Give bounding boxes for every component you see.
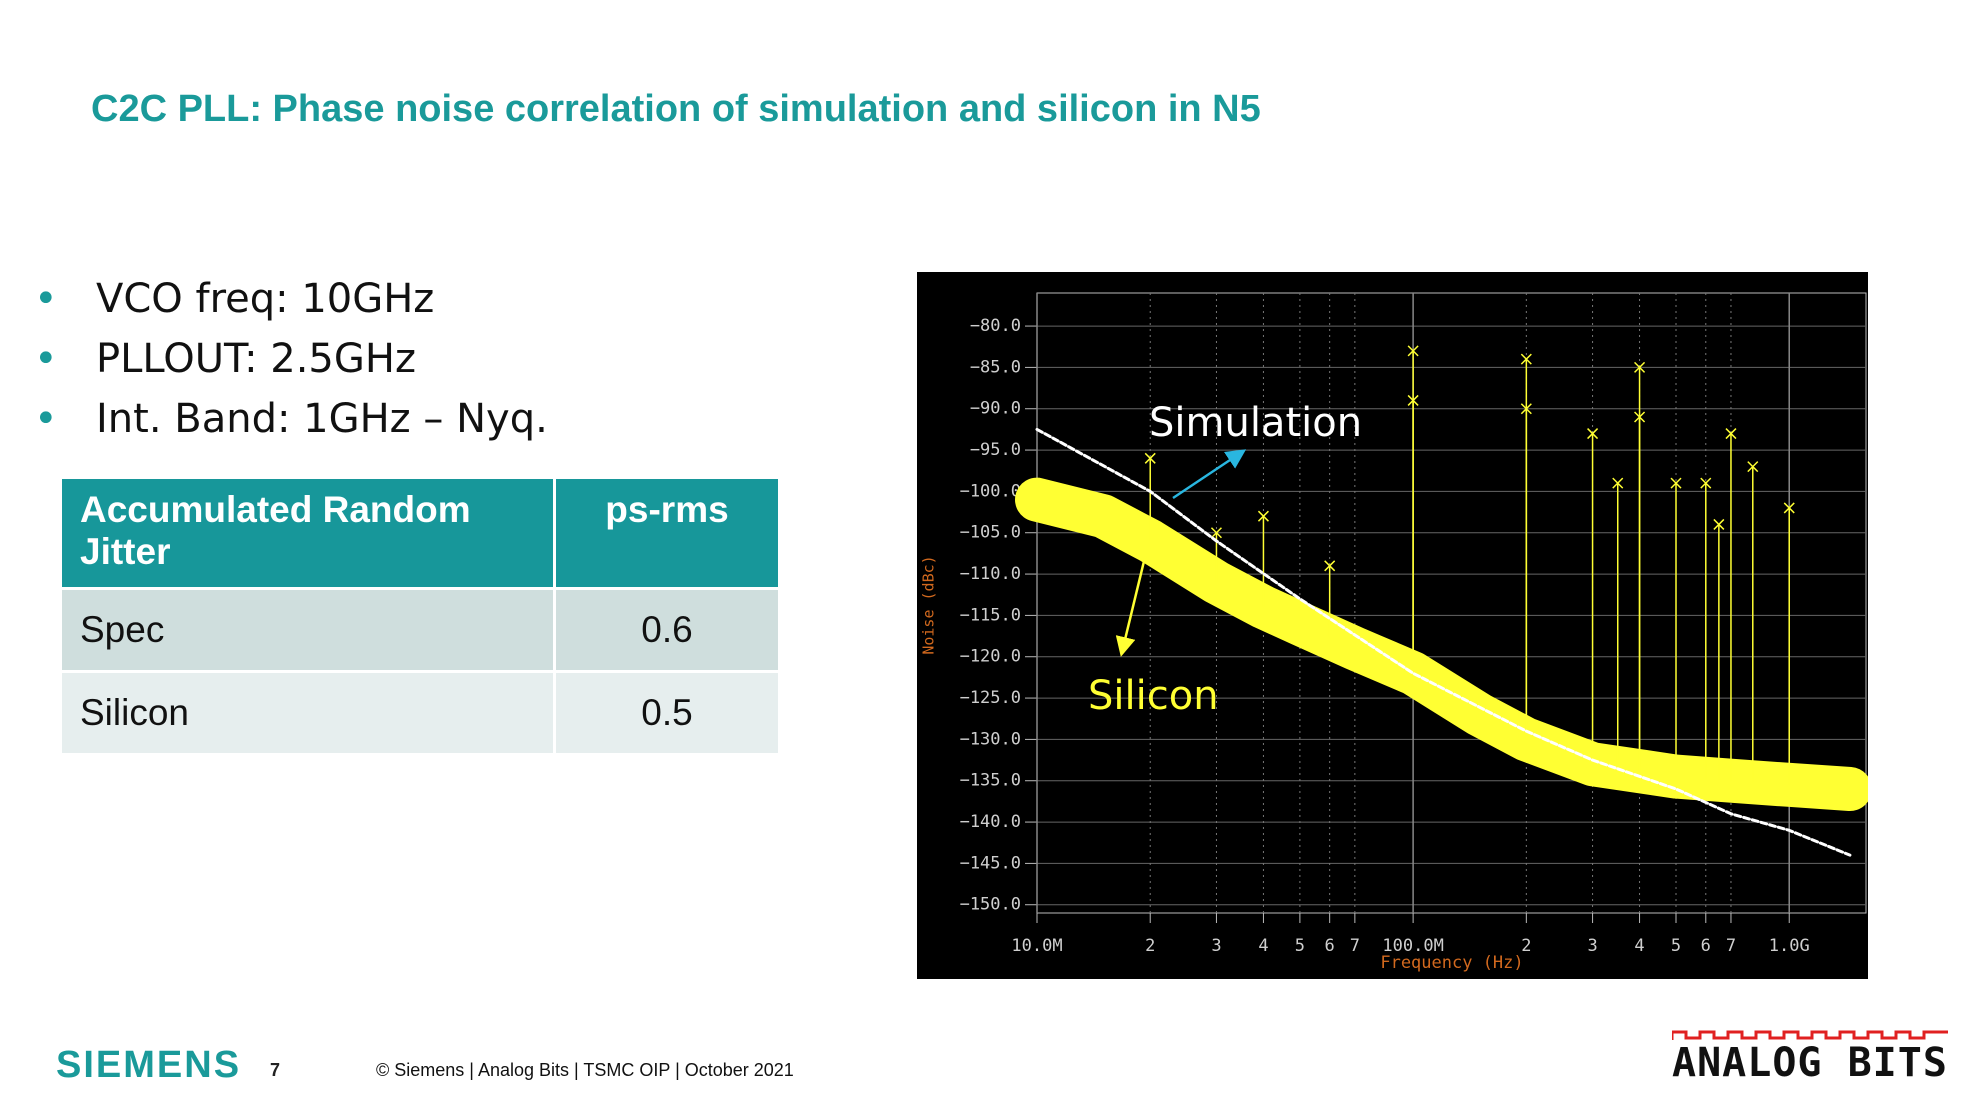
annotation-arrow [1115, 556, 1147, 657]
bullet-text: PLLOUT: 2.5GHz [96, 336, 416, 382]
x-tick-label: 6 [1701, 936, 1711, 956]
spur [1520, 403, 1532, 740]
x-tick-label: 4 [1258, 936, 1268, 956]
y-tick-label: −120.0 [960, 647, 1021, 667]
spur [1634, 411, 1646, 772]
spur [1612, 477, 1624, 768]
series-line [1035, 427, 1852, 857]
spur-marker [1783, 502, 1795, 514]
spur-marker [1520, 403, 1532, 415]
spur [1324, 560, 1336, 638]
table-row: Silicon 0.5 [59, 670, 781, 756]
series-label: Simulation [1149, 400, 1362, 446]
x-tick-label: 4 [1634, 936, 1644, 956]
y-tick-label: −150.0 [960, 895, 1021, 915]
page-number: 7 [270, 1060, 281, 1080]
y-tick-label: −80.0 [970, 316, 1021, 336]
copyright: © Siemens | Analog Bits | TSMC OIP | Oct… [376, 1060, 794, 1080]
header-cell: ps-rms [553, 476, 781, 590]
spur [1783, 502, 1795, 785]
table-cell: 0.6 [553, 587, 781, 673]
x-axis-title: Frequency (Hz) [1380, 953, 1523, 973]
spur-marker [1713, 518, 1725, 530]
y-tick-label: −115.0 [960, 605, 1021, 625]
x-tick-label: 7 [1726, 936, 1736, 956]
spur [1713, 518, 1725, 780]
spur-marker [1612, 477, 1624, 489]
x-tick-label: 100.0M [1382, 936, 1443, 956]
x-tick-label: 6 [1325, 936, 1335, 956]
y-tick-label: −130.0 [960, 729, 1021, 749]
y-tick-label: −145.0 [960, 853, 1021, 873]
logo-decoration [1672, 1030, 1948, 1040]
logo: ANALOG BITS [1672, 1040, 1948, 1086]
spur [1144, 452, 1156, 541]
x-tick-label: 3 [1211, 936, 1221, 956]
grid: −80.0 −85.0 −90.0 −95.0 −100.0 −105.0 −110.0 −1… [960, 292, 1867, 956]
spur [1670, 477, 1682, 777]
plot [1015, 345, 1868, 857]
spur-marker [1324, 560, 1336, 572]
x-tick-label: 10.0M [1011, 936, 1062, 956]
y-tick-label: −85.0 [970, 357, 1021, 377]
y-tick-label: −140.0 [960, 812, 1021, 832]
chart: −80.0 −85.0 −90.0 −95.0 −100.0 −105.0 −110.0 −1… [917, 272, 1868, 979]
spur-marker [1210, 527, 1222, 539]
x-tick-label: 5 [1671, 936, 1681, 956]
y-tick-label: −125.0 [960, 688, 1021, 708]
spur [1257, 510, 1269, 608]
slide-title: C2C PLL: Phase noise correlation of simu… [91, 88, 1261, 130]
spur-marker [1700, 477, 1712, 489]
y-tick-label: −110.0 [960, 564, 1021, 584]
spur-marker [1407, 394, 1419, 406]
bullet: • Int. Band: 1GHz – Nyq. [34, 396, 548, 442]
table-cell: Silicon [59, 670, 556, 756]
spur [1407, 394, 1419, 674]
table-row: Spec 0.6 [59, 587, 781, 673]
spur-marker [1587, 428, 1599, 440]
x-tick-label: 7 [1350, 936, 1360, 956]
x-tick-label: 5 [1295, 936, 1305, 956]
chart-background [917, 272, 1868, 979]
jitter-table: Accumulated Random Jitter ps-rms Spec 0.… [59, 476, 781, 756]
spur-marker [1747, 461, 1759, 473]
series-label: Silicon [1088, 673, 1219, 719]
spur-marker [1725, 428, 1737, 440]
table-cell: 0.5 [553, 670, 781, 756]
spur [1725, 428, 1737, 781]
y-tick-label: −105.0 [960, 523, 1021, 543]
spur-marker [1407, 345, 1419, 357]
spur-marker [1144, 452, 1156, 464]
x-tick-label: 2 [1145, 936, 1155, 956]
bullet: • PLLOUT: 2.5GHz [34, 336, 416, 382]
bullet-text: VCO freq: 10GHz [96, 276, 435, 322]
spur-marker [1670, 477, 1682, 489]
table-header: Accumulated Random Jitter ps-rms [59, 476, 781, 590]
spur [1587, 428, 1599, 765]
spur-marker [1520, 353, 1532, 365]
x-tick-label: 3 [1587, 936, 1597, 956]
y-tick-label: −100.0 [960, 481, 1021, 501]
y-tick-label: −135.0 [960, 771, 1021, 791]
spur-marker [1257, 510, 1269, 522]
x-tick-label: 2 [1521, 936, 1531, 956]
spur [1700, 477, 1712, 779]
bullet-text: Int. Band: 1GHz – Nyq. [96, 396, 548, 442]
annotation-arrow [1172, 449, 1247, 500]
spur-marker [1634, 361, 1646, 373]
x-tick-label: 1.0G [1769, 936, 1810, 956]
y-axis-title: Noise (dBc) [920, 555, 938, 654]
table-cell: Spec [59, 587, 556, 673]
header-cell: Accumulated Random Jitter [59, 476, 556, 590]
y-tick-label: −95.0 [970, 440, 1021, 460]
brand: SIEMENS [56, 1044, 242, 1086]
bullet: • VCO freq: 10GHz [34, 276, 435, 322]
y-tick-label: −90.0 [970, 399, 1021, 419]
spur-marker [1634, 411, 1646, 423]
spur [1747, 461, 1759, 783]
